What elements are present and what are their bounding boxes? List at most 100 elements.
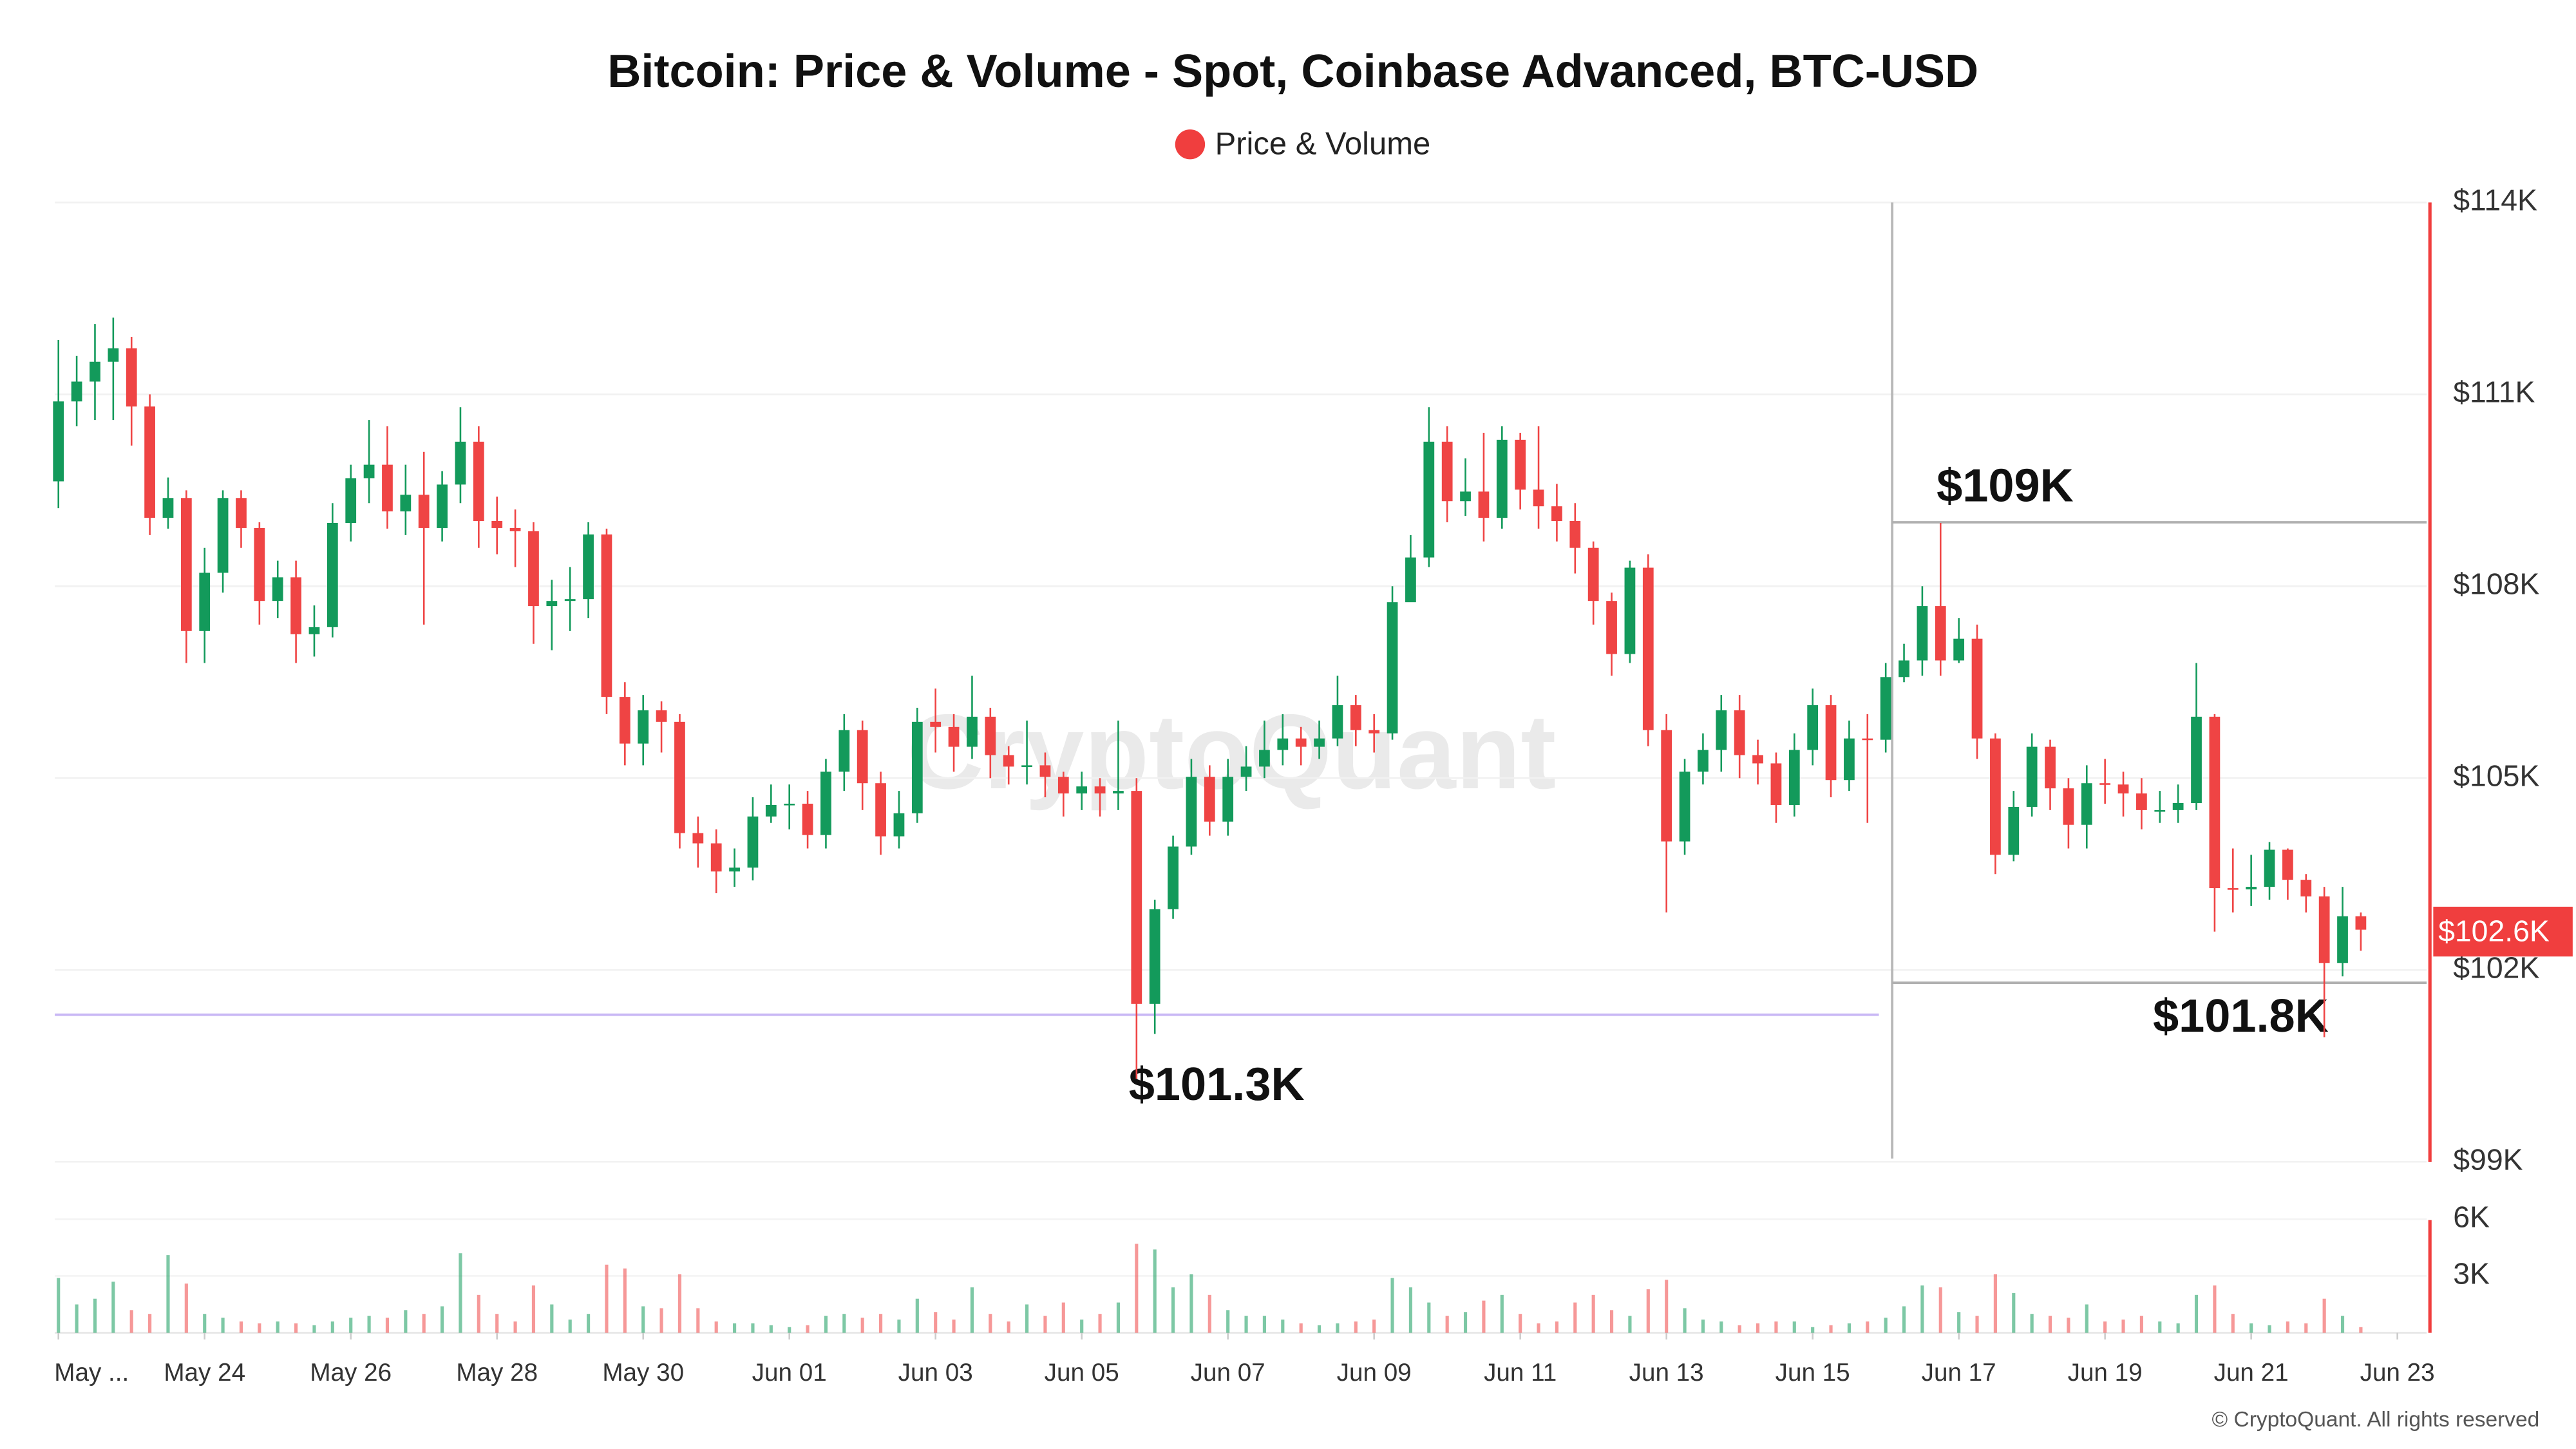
candle-body (1186, 777, 1197, 847)
volume-bar (1938, 1287, 1942, 1333)
y-tick-label: $108K (2453, 567, 2539, 601)
volume-bar (349, 1318, 353, 1333)
volume-bar (1390, 1278, 1394, 1333)
candle-body (1295, 738, 1307, 747)
volume-bar (568, 1320, 572, 1333)
volume-bar (1262, 1316, 1267, 1333)
candle-body (601, 534, 612, 697)
volume-bar (1847, 1323, 1851, 1333)
candle-body (144, 406, 155, 518)
y-tick-label: $99K (2453, 1142, 2523, 1176)
volume-bar (1719, 1321, 1723, 1333)
candle-body (528, 531, 539, 607)
volume-bar (2176, 1323, 2180, 1333)
volume-bar (239, 1321, 243, 1333)
volume-bar (2194, 1294, 2199, 1333)
volume-bar (312, 1325, 316, 1333)
volume-bar (2268, 1325, 2271, 1333)
volume-bar (2340, 1316, 2345, 1333)
candle-body (71, 381, 82, 402)
candle-body (1551, 506, 1562, 522)
volume-bar (1445, 1316, 1449, 1333)
volume-bar (1098, 1314, 1102, 1333)
volume-bar (477, 1294, 480, 1333)
volume-bar (1281, 1320, 1285, 1333)
volume-bar (1354, 1321, 1358, 1333)
candle-body (308, 627, 320, 634)
footer: © CryptoQuant. All rights reserved (2212, 1408, 2540, 1432)
candle-body (1003, 755, 1014, 767)
x-tick-label: May ... (54, 1359, 129, 1387)
volume-bar (1116, 1302, 1121, 1333)
x-tick-label: Jun 01 (752, 1359, 827, 1387)
candle-body (1880, 677, 1891, 740)
volume-bar (934, 1312, 938, 1333)
annotation-label: $101.3K (1129, 1059, 1305, 1110)
candle-body (345, 478, 357, 523)
volume-bar (2304, 1323, 2308, 1333)
candle-body (1515, 439, 1526, 490)
volume-bar (1555, 1321, 1558, 1333)
volume-bar (1665, 1280, 1669, 1333)
volume-bar (587, 1314, 591, 1333)
candle-body (656, 710, 667, 722)
volume-bar (1043, 1316, 1047, 1333)
x-tick-label: Jun 09 (1337, 1359, 1412, 1387)
candle-body (1642, 567, 1654, 730)
candle-body (1441, 441, 1453, 502)
candle-body (382, 464, 393, 512)
candle-body (2063, 788, 2074, 825)
volume-bar (1537, 1323, 1540, 1333)
volume-bar (1208, 1294, 1211, 1333)
candle-body (1021, 765, 1032, 767)
last-price-tag (2433, 906, 2573, 957)
volume-bar (184, 1283, 188, 1333)
volume-bar (714, 1321, 718, 1333)
volume-bar (2048, 1316, 2052, 1333)
volume-bar (1336, 1323, 1340, 1333)
candle-body (1935, 606, 1946, 661)
volume-bar (769, 1325, 773, 1333)
x-tick-label: Jun 23 (2360, 1359, 2435, 1387)
candle-body (930, 721, 942, 727)
volume-bar (2249, 1323, 2253, 1333)
legend-marker (1175, 129, 1206, 160)
candle-body (729, 867, 740, 872)
candle-body (418, 495, 430, 528)
volume-bar (57, 1278, 61, 1333)
volume-bar (2359, 1327, 2363, 1333)
annotation-label: $109K (1937, 460, 2074, 512)
volume-bar (751, 1323, 755, 1333)
volume-bar (989, 1314, 992, 1333)
volume-bar (677, 1274, 682, 1333)
candle-body (1661, 730, 1672, 842)
volume-bar (1738, 1325, 1741, 1333)
volume-bar (1463, 1312, 1468, 1333)
candle-body (509, 527, 521, 531)
candle-body (1624, 567, 1636, 654)
candle-body (254, 527, 265, 601)
volume-bar (970, 1287, 974, 1333)
volume-bar (915, 1298, 919, 1333)
volume-bar (1135, 1244, 1139, 1333)
volume-bar (459, 1253, 462, 1333)
x-tick-label: Jun 21 (2214, 1359, 2289, 1387)
volume-bar (148, 1314, 152, 1333)
candle-body (491, 521, 503, 528)
candle-body (2026, 746, 2038, 807)
candle-body (455, 441, 466, 485)
candle-body (1259, 750, 1270, 767)
volume-bar (276, 1321, 279, 1333)
volume-tick-label: 3K (2453, 1257, 2490, 1291)
candle-body (1953, 638, 1965, 661)
volume-bar (2103, 1321, 2107, 1333)
volume-bar (1025, 1304, 1029, 1333)
x-tick-label: May 28 (456, 1359, 538, 1387)
volume-bar (1244, 1316, 1248, 1333)
volume-bar (330, 1321, 334, 1333)
volume-bar (1519, 1314, 1522, 1333)
volume-bar (2067, 1318, 2070, 1333)
candle-body (1113, 791, 1124, 794)
volume-bar (1920, 1285, 1924, 1333)
